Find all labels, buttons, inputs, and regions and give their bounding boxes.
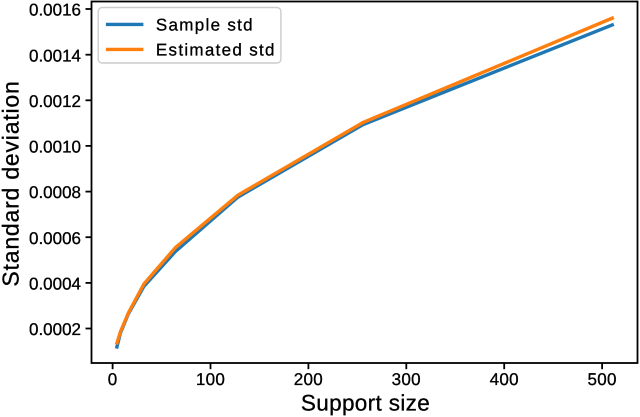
svg-text:300: 300 (392, 370, 421, 389)
svg-text:0.0004: 0.0004 (29, 275, 81, 294)
svg-text:Sample std: Sample std (156, 15, 254, 34)
svg-text:500: 500 (587, 370, 616, 389)
svg-text:0.0014: 0.0014 (29, 46, 81, 65)
svg-text:Support size: Support size (301, 391, 430, 416)
svg-text:0.0008: 0.0008 (29, 183, 81, 202)
svg-text:0.0002: 0.0002 (29, 320, 81, 339)
svg-text:0: 0 (108, 370, 118, 389)
svg-text:Estimated std: Estimated std (156, 40, 276, 59)
svg-text:0.0010: 0.0010 (29, 138, 81, 157)
svg-text:Standard deviation: Standard deviation (0, 80, 24, 286)
svg-text:400: 400 (490, 370, 519, 389)
svg-text:0.0006: 0.0006 (29, 229, 81, 248)
svg-text:200: 200 (294, 370, 323, 389)
svg-text:100: 100 (196, 370, 225, 389)
svg-text:0.0016: 0.0016 (29, 1, 81, 20)
svg-text:0.0012: 0.0012 (29, 92, 81, 111)
